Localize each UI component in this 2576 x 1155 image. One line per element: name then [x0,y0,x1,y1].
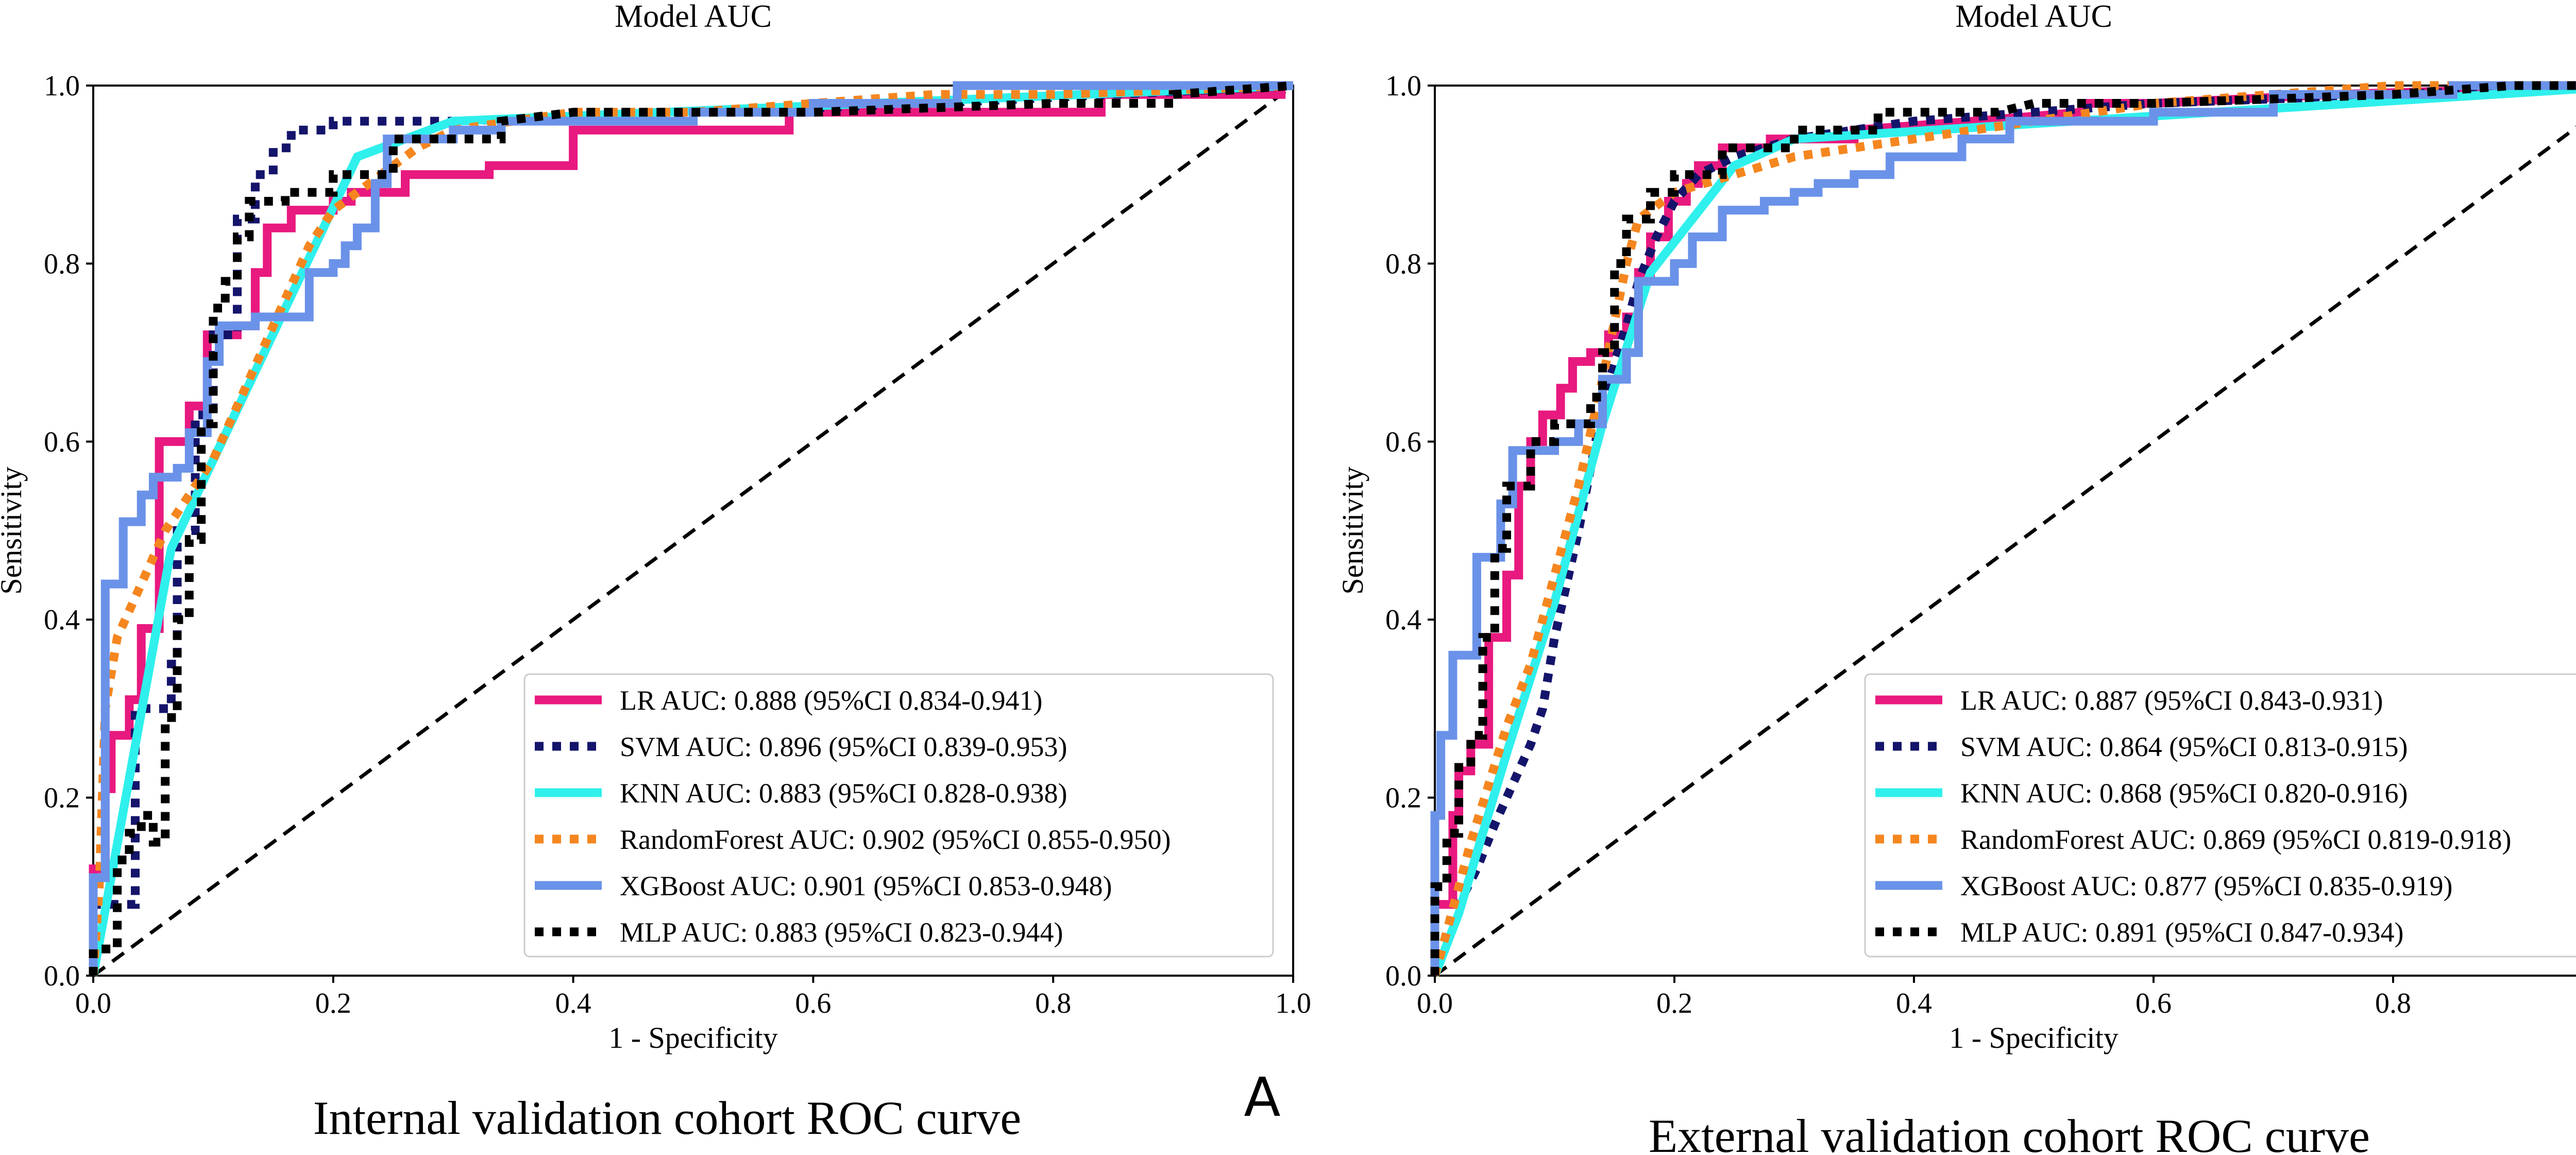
legend: LR AUC: 0.887 (95%CI 0.843-0.931) SVM AUC… [1864,673,2576,958]
x-axis-label: 1 - Specificity [1949,1021,2119,1054]
x-tick-label: 0.4 [1896,987,1932,1019]
y-axis-label: Sensitivity [0,466,28,594]
roc-curve-xgboost [1430,81,2576,976]
x-tick-label: 0.6 [2136,987,2172,1019]
y-tick-label: 1.0 [44,70,80,102]
x-axis-label: 1 - Specificity [608,1021,778,1054]
legend-label-knn: KNN AUC: 0.883 (95%CI 0.828-0.938) [620,778,1067,809]
y-tick-label: 0.2 [44,782,80,814]
roc-curve-mlp [89,81,1294,976]
x-tick-label: 0.2 [1656,987,1692,1019]
x-tick-label: 0.6 [795,987,831,1019]
y-tick-label: 0.2 [1385,782,1421,814]
plot-frame [1434,85,2576,977]
legend-label-randomforest: RandomForest AUC: 0.902 (95%CI 0.855-0.9… [620,824,1171,855]
y-tick-label: 0.8 [44,248,80,280]
y-tick-label: 0.0 [44,960,80,992]
y-tick-label: 0.4 [44,604,80,636]
y-tick-label: 0.6 [44,426,80,458]
legend-box [1864,673,2576,958]
y-tick-label: 0.4 [1385,604,1421,636]
x-tick-label: 0.8 [2375,987,2411,1019]
legend-label-svm: SVM AUC: 0.864 (95%CI 0.813-0.915) [1960,731,2408,762]
y-tick-label: 1.0 [1385,70,1421,102]
panel-B: Model AUC 0.0 0.2 0.4 0.6 0.8 1.0 0.0 0.2 0.4 0.6 0… [1336,0,2576,1155]
legend-label-xgboost: XGBoost AUC: 0.901 (95%CI 0.853-0.948) [620,871,1112,901]
legend-label-mlp: MLP AUC: 0.891 (95%CI 0.847-0.934) [1960,917,2404,948]
x-tick-label: 0.0 [75,987,111,1019]
y-axis-label: Sensitivity [1336,466,1369,594]
y-tick-label: 0.6 [1385,426,1421,458]
legend-label-lr: LR AUC: 0.888 (95%CI 0.834-0.941) [620,685,1042,716]
x-tick-label: 1.0 [1275,987,1311,1019]
chart-title: Model AUC [1955,0,2112,34]
x-tick-label: 0.8 [1035,987,1071,1019]
figure-caption: Internal validation cohort ROC curve [313,1092,1021,1144]
figure-caption: External validation cohort ROC curve [1649,1110,2370,1155]
x-tick-label: 0.2 [315,987,351,1019]
y-tick-label: 0.0 [1385,960,1421,992]
legend: LR AUC: 0.888 (95%CI 0.834-0.941) SVM AUC… [523,673,1274,958]
legend-label-svm: SVM AUC: 0.896 (95%CI 0.839-0.953) [620,731,1067,762]
roc-curve-randomforest [89,81,1294,976]
roc-curve-lr [89,81,1293,976]
legend-label-randomforest: RandomForest AUC: 0.869 (95%CI 0.819-0.9… [1960,824,2511,855]
legend-label-lr: LR AUC: 0.887 (95%CI 0.843-0.931) [1960,685,2383,716]
legend-label-knn: KNN AUC: 0.868 (95%CI 0.820-0.916) [1960,778,2408,809]
y-tick-label: 0.8 [1385,248,1421,280]
panel-A: Model AUC 0.0 0.2 0.4 0.6 0.8 1.0 0.0 0.2 0.4 0.6 0… [0,0,1311,1144]
x-tick-label: 0.4 [555,987,591,1019]
chance-diagonal-line [92,84,1295,977]
roc-curve-svm [89,81,1294,976]
legend-label-mlp: MLP AUC: 0.883 (95%CI 0.823-0.944) [620,917,1063,948]
x-tick-label: 0.0 [1417,987,1453,1019]
legend-label-xgboost: XGBoost AUC: 0.877 (95%CI 0.835-0.919) [1960,871,2453,901]
chart-title: Model AUC [615,0,772,34]
plot-frame [92,85,1294,977]
chance-diagonal-line [1433,125,2576,977]
legend-box [523,673,1274,958]
panel-letter: A [1244,1066,1280,1129]
